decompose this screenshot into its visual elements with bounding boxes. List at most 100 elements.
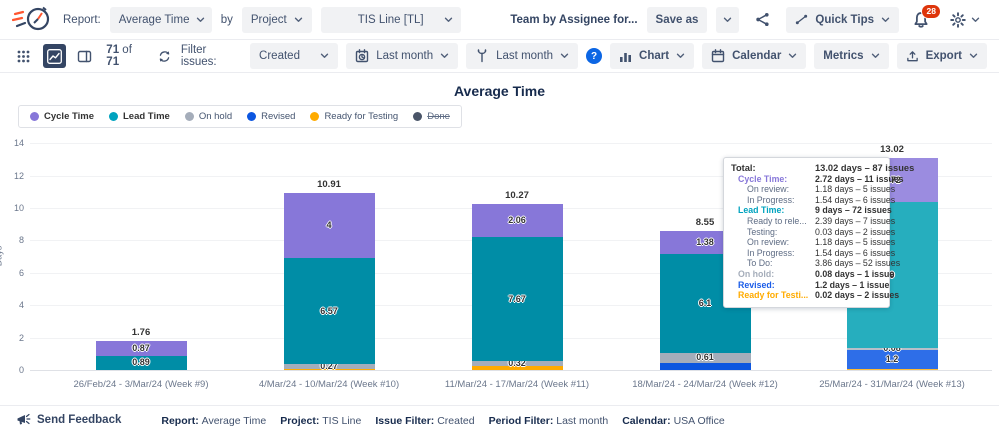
tooltip-row-label: In Progress: <box>747 247 795 258</box>
bar-segment-on-hold[interactable] <box>471 361 563 367</box>
bar-segment-cycle-time[interactable] <box>283 193 375 259</box>
calendar-menu-label: Calendar <box>732 50 782 62</box>
help-button[interactable]: ? <box>586 48 603 64</box>
refresh-icon <box>159 50 170 62</box>
legend-item-cycle-time[interactable]: Cycle Time <box>30 111 94 122</box>
quick-tips-label: Quick Tips <box>815 13 874 26</box>
footer-item-period-filter: Period Filter: Last month <box>488 415 609 427</box>
chart-menu-button[interactable]: Chart <box>610 43 695 69</box>
tooltip-row: Revised: 1.2 days – 1 issue <box>731 280 889 291</box>
chart-view-button[interactable] <box>42 44 66 68</box>
tooltip-row-value: 13.02 days – 87 issues <box>815 163 915 173</box>
toolbar-right-group: ? Chart Calendar Metrics <box>586 43 987 69</box>
share-button[interactable] <box>748 7 777 33</box>
y-axis-tick-label: 12 <box>13 170 24 181</box>
bar-segment-ready-for-testing[interactable] <box>471 366 563 370</box>
tooltip-row-value: 0.08 days – 1 issue <box>815 268 895 279</box>
project-select[interactable]: TIS Line [TL] <box>320 6 461 33</box>
chevron-down-icon <box>971 17 980 22</box>
tooltip-row: On review: 1.18 days – 5 issues <box>731 184 895 195</box>
footer-item-report: Report: Average Time <box>161 415 267 427</box>
legend-item-on-hold[interactable]: On hold <box>184 111 232 122</box>
y-axis-tick-label: 2 <box>18 332 24 343</box>
send-feedback-button[interactable]: Send Feedback <box>16 413 121 427</box>
tooltip-row-value: 2.39 days – 7 issues <box>815 215 896 226</box>
saved-report-name[interactable]: Team by Assignee for... <box>510 13 638 26</box>
metrics-menu-button[interactable]: Metrics <box>814 43 889 69</box>
notifications-button[interactable]: 28 <box>912 3 942 29</box>
bar-segment-cycle-time[interactable] <box>95 341 187 356</box>
refresh-button[interactable] <box>156 44 173 68</box>
settings-button[interactable] <box>943 7 987 33</box>
bar-chart-icon <box>620 52 632 62</box>
quick-tips-button[interactable]: Quick Tips <box>786 6 899 33</box>
bar-segment-ready-for-testing[interactable] <box>846 369 938 370</box>
x-axis-label: 11/Mar/24 - 17/Mar/24 (Week #11) <box>444 379 590 390</box>
footer-item-project: Project: TIS Line <box>280 415 362 427</box>
tooltip-row-label: Ready to rele... <box>747 215 807 226</box>
apps-grid-button[interactable] <box>12 44 35 68</box>
bar-segment-revised[interactable] <box>659 362 751 370</box>
issue-filter-select[interactable]: Created <box>250 43 339 69</box>
bar-total-value: 13.02 <box>880 144 904 156</box>
x-axis-label: 18/Mar/24 - 24/Mar/24 (Week #12) <box>632 379 778 390</box>
chevron-down-icon <box>969 53 978 58</box>
tooltip-row-value: 0.03 days – 2 issues <box>815 226 896 237</box>
chevron-down-icon <box>321 53 329 58</box>
tooltip-row: To Do: 3.86 days – 52 issues <box>731 258 900 269</box>
chart-legend: Cycle Time Lead Time On hold Revised Ready f… <box>18 105 462 128</box>
tooltip-row: Lead Time: 9 days – 72 issues <box>731 205 892 216</box>
x-axis-label: 4/Mar/24 - 10/Mar/24 (Week #10) <box>258 379 400 390</box>
chart-title: Average Time <box>453 83 546 99</box>
schedule-filter-select[interactable]: Last month <box>466 43 579 69</box>
legend-dot-icon <box>184 112 194 121</box>
tooltip-row: On hold: 0.08 days – 1 issue <box>731 268 894 280</box>
calendar-menu-button[interactable]: Calendar <box>702 43 807 69</box>
calendar-clock-icon <box>356 49 369 63</box>
bar-segment-on-hold[interactable] <box>659 352 751 363</box>
bar-segment-cycle-time[interactable] <box>471 203 563 237</box>
chevron-down-icon <box>444 17 452 22</box>
legend-item-revised[interactable]: Revised <box>247 111 295 122</box>
legend-item-label: Lead Time <box>123 111 170 122</box>
legend-item-lead-time[interactable]: Lead Time <box>109 111 170 122</box>
bar-total-value: 10.91 <box>317 179 341 191</box>
save-as-button[interactable]: Save as <box>646 6 708 33</box>
legend-item-ready-for-testing[interactable]: Ready for Testing <box>310 111 398 122</box>
bar-segment-lead-time[interactable] <box>283 258 375 365</box>
tooltip-row-label: In Progress: <box>747 194 795 205</box>
bar-segment-revised[interactable] <box>846 349 938 369</box>
tooltip-row: In Progress: 1.54 days – 6 issues <box>731 194 895 206</box>
bar-segment-lead-time[interactable] <box>95 355 187 370</box>
bar-segment-on-hold[interactable] <box>283 364 375 369</box>
y-axis-tick-label: 6 <box>18 267 24 278</box>
bar-segment-ready-for-testing[interactable] <box>283 368 375 370</box>
export-menu-button[interactable]: Export <box>896 43 987 69</box>
chart-tooltip: Total: 13.02 days – 87 issues Cycle Time: 2… <box>723 157 914 308</box>
grid-icon <box>17 50 30 62</box>
tooltip-row: In Progress: 1.54 days – 6 issues <box>731 247 895 259</box>
calendar-icon <box>711 49 725 63</box>
tooltip-row-label: To Do: <box>747 258 773 269</box>
report-select[interactable]: Average Time <box>109 6 212 33</box>
period-filter-select[interactable]: Last month <box>346 43 459 69</box>
trend-icon <box>796 14 808 25</box>
schedule-filter-value: Last month <box>496 50 554 62</box>
view-toolbar: 71 of 71 Filter issues: Created Last mon… <box>0 40 999 73</box>
legend-item-done[interactable]: Done <box>413 111 450 122</box>
metrics-menu-label: Metrics <box>823 50 864 62</box>
bar-segment-on-hold[interactable] <box>846 348 938 350</box>
tooltip-row: Ready for Testi... 0.02 days – 2 issues <box>731 290 899 301</box>
bar-segment-lead-time[interactable] <box>471 236 563 362</box>
board-view-button[interactable] <box>74 44 97 68</box>
tooltip-row-value: 1.54 days – 6 issues <box>815 247 896 258</box>
tooltip-row-value: 1.18 days – 5 issues <box>815 237 896 248</box>
legend-dot-icon <box>310 112 320 121</box>
chevron-down-icon <box>294 17 302 22</box>
work-schedule-icon <box>477 49 487 63</box>
group-by-select[interactable]: Project <box>241 6 312 33</box>
save-options-button[interactable] <box>716 6 740 33</box>
issue-filter-value: Created <box>259 50 300 62</box>
tooltip-row-label: On hold: <box>738 268 775 279</box>
